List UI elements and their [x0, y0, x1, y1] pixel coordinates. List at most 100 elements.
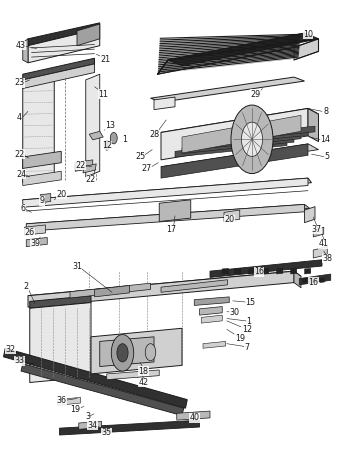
Polygon shape: [168, 33, 318, 66]
Polygon shape: [26, 204, 310, 228]
Polygon shape: [313, 247, 327, 258]
Text: 29: 29: [250, 90, 261, 99]
Polygon shape: [161, 109, 308, 160]
Text: 43: 43: [16, 41, 26, 50]
Polygon shape: [89, 131, 103, 140]
Text: 22: 22: [75, 161, 86, 170]
Polygon shape: [83, 164, 96, 173]
Polygon shape: [304, 207, 315, 223]
Polygon shape: [175, 140, 287, 157]
Polygon shape: [75, 160, 93, 171]
Polygon shape: [100, 337, 154, 367]
Polygon shape: [86, 74, 100, 177]
Polygon shape: [161, 109, 318, 138]
Text: 11: 11: [98, 90, 108, 99]
Text: 19: 19: [235, 334, 245, 343]
Polygon shape: [30, 296, 91, 308]
Polygon shape: [30, 303, 91, 382]
Polygon shape: [210, 260, 322, 277]
Polygon shape: [77, 24, 100, 46]
Text: 35: 35: [102, 428, 112, 437]
Text: 15: 15: [245, 298, 255, 307]
Polygon shape: [234, 268, 241, 274]
Polygon shape: [290, 268, 297, 274]
Circle shape: [110, 133, 117, 144]
Polygon shape: [23, 178, 308, 207]
Polygon shape: [94, 285, 130, 297]
Polygon shape: [23, 39, 28, 63]
Text: 30: 30: [230, 308, 239, 317]
Text: 36: 36: [56, 396, 66, 405]
Text: 16: 16: [254, 267, 264, 276]
Polygon shape: [262, 268, 269, 274]
Polygon shape: [196, 129, 308, 147]
Polygon shape: [23, 77, 54, 183]
Polygon shape: [248, 268, 255, 274]
Polygon shape: [58, 397, 80, 405]
Text: 39: 39: [30, 239, 40, 248]
Polygon shape: [182, 115, 301, 153]
Text: 2: 2: [24, 282, 29, 291]
Polygon shape: [23, 151, 61, 168]
Text: 8: 8: [323, 107, 328, 116]
Polygon shape: [161, 144, 318, 172]
Polygon shape: [294, 39, 318, 60]
Text: 5: 5: [325, 152, 330, 161]
Polygon shape: [21, 364, 184, 416]
Circle shape: [145, 344, 156, 361]
Text: 21: 21: [100, 55, 110, 64]
Polygon shape: [313, 227, 324, 237]
Polygon shape: [91, 328, 182, 374]
Polygon shape: [203, 341, 226, 348]
Polygon shape: [23, 58, 94, 80]
Text: 37: 37: [312, 225, 322, 234]
Polygon shape: [150, 77, 304, 102]
Polygon shape: [308, 109, 318, 142]
Circle shape: [231, 105, 273, 174]
Text: 3: 3: [85, 412, 90, 421]
Polygon shape: [320, 278, 324, 283]
Text: 23: 23: [14, 78, 24, 87]
Polygon shape: [4, 348, 187, 408]
Text: 22: 22: [86, 175, 96, 184]
Text: 20: 20: [224, 215, 234, 224]
Text: 27: 27: [142, 164, 152, 173]
Polygon shape: [26, 238, 47, 247]
Polygon shape: [158, 33, 304, 74]
Polygon shape: [299, 274, 331, 285]
Text: 40: 40: [189, 414, 199, 423]
Text: 16: 16: [308, 277, 318, 286]
Polygon shape: [203, 126, 315, 143]
Polygon shape: [276, 268, 283, 274]
Text: 42: 42: [139, 378, 148, 387]
Text: 19: 19: [70, 405, 80, 414]
Polygon shape: [28, 271, 294, 307]
Text: 26: 26: [25, 228, 35, 237]
Polygon shape: [28, 23, 100, 46]
Text: 28: 28: [149, 129, 159, 138]
Polygon shape: [23, 171, 61, 185]
Polygon shape: [26, 204, 304, 231]
Text: 6: 6: [20, 204, 25, 213]
Polygon shape: [312, 278, 316, 283]
Circle shape: [111, 335, 134, 371]
Text: 24: 24: [16, 170, 26, 179]
Text: 33: 33: [14, 356, 24, 365]
Polygon shape: [222, 268, 229, 274]
Polygon shape: [40, 193, 51, 202]
Polygon shape: [201, 315, 222, 323]
Polygon shape: [28, 28, 100, 63]
Polygon shape: [177, 411, 210, 420]
Polygon shape: [107, 370, 159, 380]
Text: 31: 31: [72, 262, 82, 271]
Text: 10: 10: [303, 30, 313, 39]
Polygon shape: [194, 297, 229, 305]
Text: 14: 14: [321, 135, 330, 144]
Polygon shape: [70, 283, 150, 298]
Polygon shape: [189, 133, 301, 150]
Text: 9: 9: [40, 197, 44, 206]
Polygon shape: [25, 225, 46, 235]
Circle shape: [241, 122, 262, 156]
Text: 17: 17: [167, 225, 176, 234]
Text: 22: 22: [14, 150, 24, 159]
